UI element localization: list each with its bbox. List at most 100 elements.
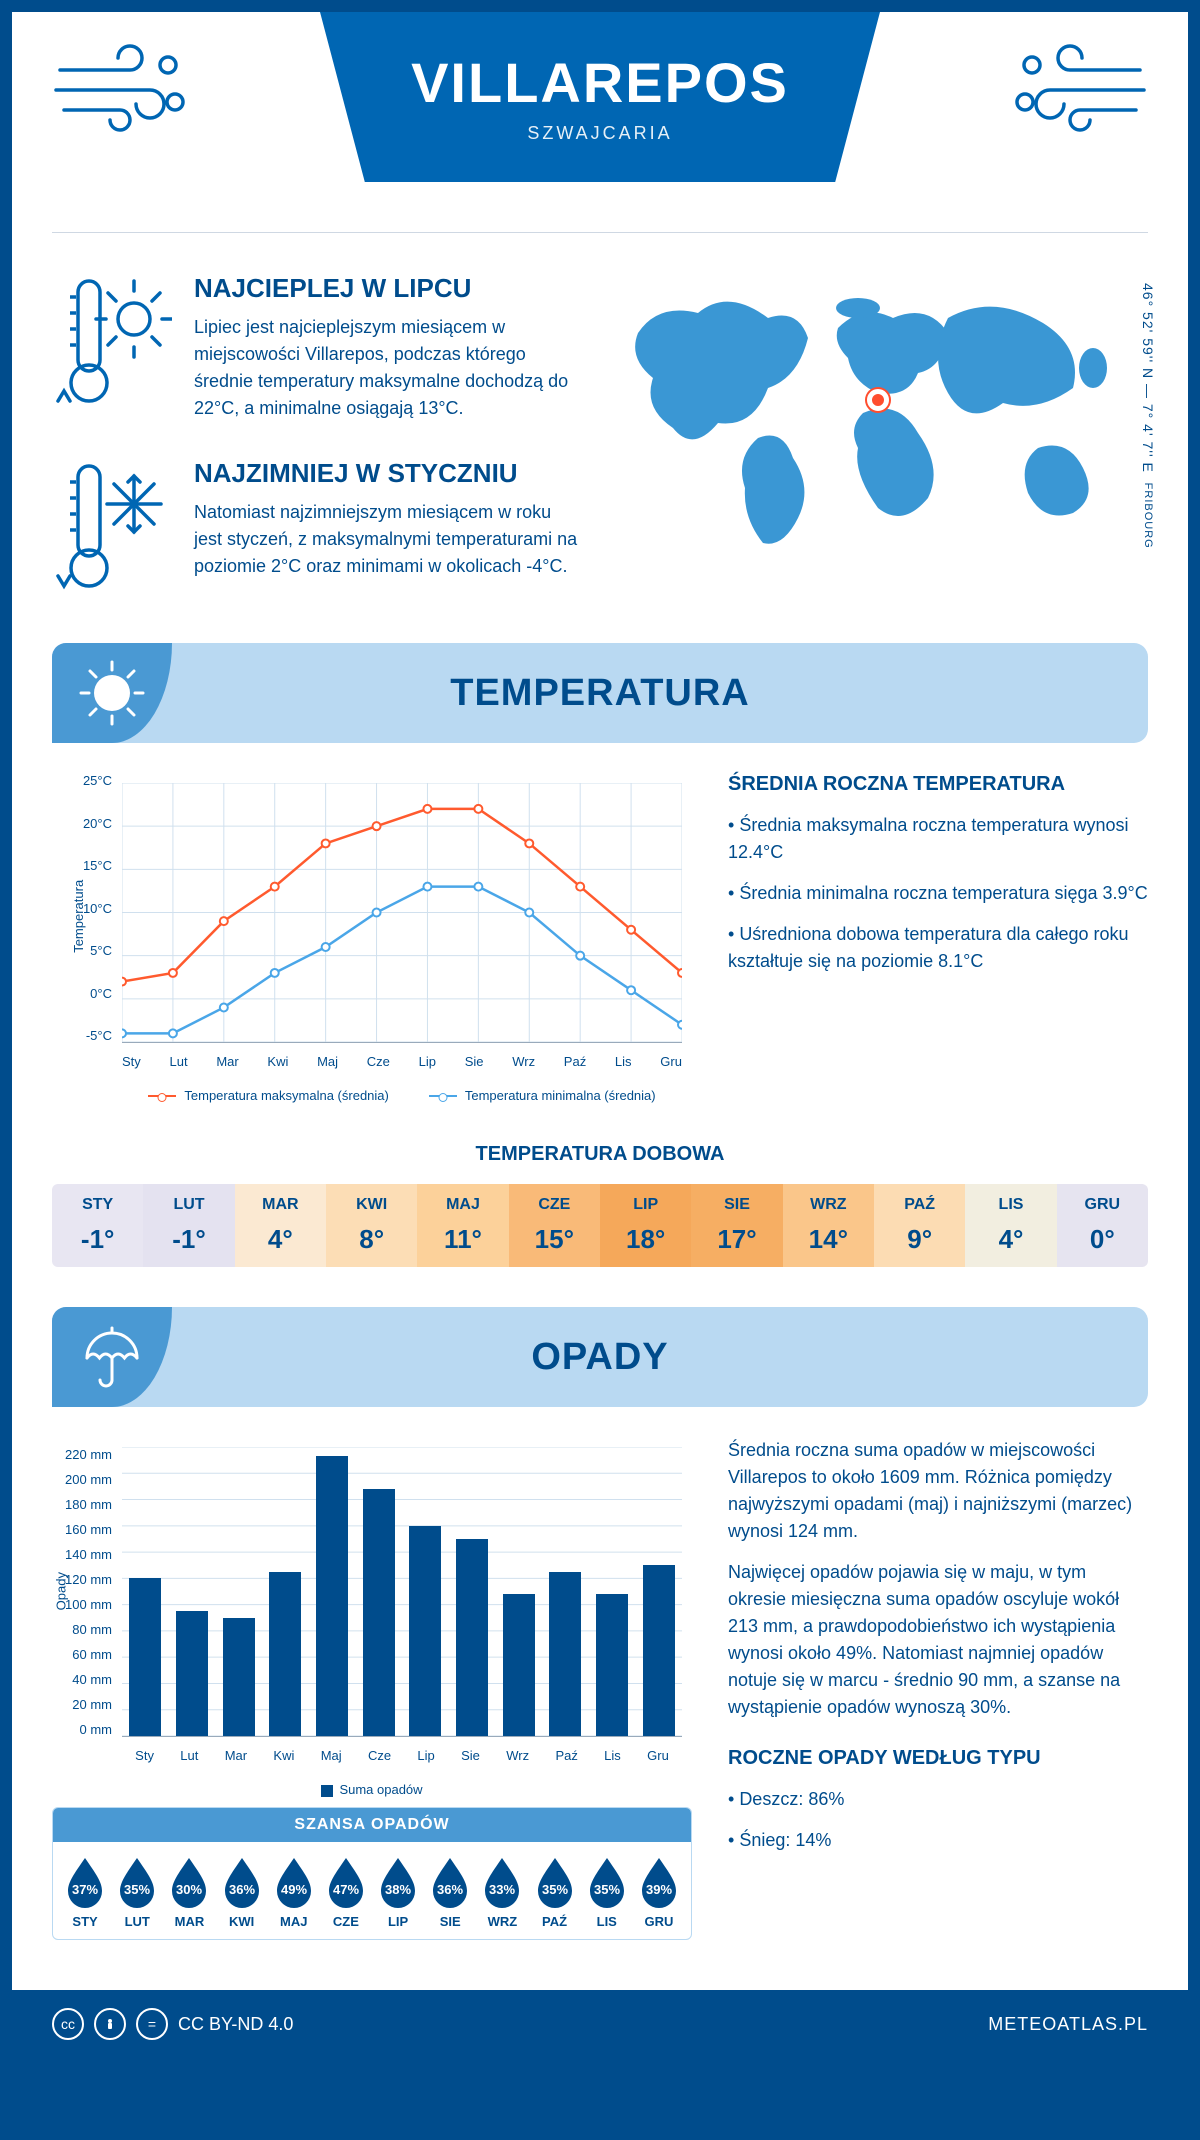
world-map: 46° 52' 59'' N — 7° 4' 7'' E FRIBOURG <box>608 273 1148 603</box>
chance-drop: 38%LIP <box>374 1856 422 1929</box>
precip-left-column: Opady 0 mm20 mm40 mm60 mm80 mm100 mm120 … <box>52 1437 692 1940</box>
header: VILLAREPOS SZWAJCARIA <box>12 12 1188 232</box>
city-title: VILLAREPOS <box>411 50 789 115</box>
daily-cell: MAJ11° <box>417 1184 508 1267</box>
legend-min: Temperatura minimalna (średnia) <box>465 1088 656 1103</box>
legend-max: Temperatura maksymalna (średnia) <box>184 1088 388 1103</box>
svg-text:38%: 38% <box>385 1882 411 1897</box>
chance-drop: 30%MAR <box>165 1856 213 1929</box>
svg-text:36%: 36% <box>229 1882 255 1897</box>
daily-cell: STY-1° <box>52 1184 143 1267</box>
svg-text:36%: 36% <box>437 1882 463 1897</box>
chance-drop: 36%KWI <box>218 1856 266 1929</box>
intro-text-column: NAJCIEPLEJ W LIPCU Lipiec jest najcieple… <box>52 273 578 603</box>
precip-p1: Średnia roczna suma opadów w miejscowośc… <box>728 1437 1148 1545</box>
temperature-banner: TEMPERATURA <box>52 643 1148 743</box>
chance-title: SZANSA OPADÓW <box>53 1808 691 1842</box>
precip-type-b2: Śnieg: 14% <box>728 1827 1148 1854</box>
daily-cell: GRU0° <box>1057 1184 1148 1267</box>
svg-text:39%: 39% <box>646 1882 672 1897</box>
bar <box>596 1594 628 1736</box>
page: VILLAREPOS SZWAJCARIA <box>0 0 1200 2070</box>
precip-legend: Suma opadów <box>52 1782 692 1797</box>
bar <box>503 1594 535 1736</box>
precip-y-axis: 0 mm20 mm40 mm60 mm80 mm100 mm120 mm140 … <box>52 1447 112 1737</box>
annual-temp-title: ŚREDNIA ROCZNA TEMPERATURA <box>728 773 1148 796</box>
chance-drop: 37%STY <box>61 1856 109 1929</box>
precip-x-axis: StyLutMarKwiMajCzeLipSieWrzPaźLisGru <box>122 1748 682 1763</box>
precip-chance-box: SZANSA OPADÓW 37%STY35%LUT30%MAR36%KWI 49… <box>52 1807 692 1940</box>
brand-text: METEOATLAS.PL <box>988 2014 1148 2035</box>
warmest-title: NAJCIEPLEJ W LIPCU <box>194 273 578 304</box>
daily-cell: LUT-1° <box>143 1184 234 1267</box>
bar <box>409 1526 441 1736</box>
thermometer-sun-icon <box>52 273 172 422</box>
precip-type-title: ROCZNE OPADY WEDŁUG TYPU <box>728 1747 1148 1770</box>
chance-row: 37%STY35%LUT30%MAR36%KWI49%MAJ47%CZE38%L… <box>53 1842 691 1939</box>
daily-temp-table: STY-1°LUT-1°MAR4°KWI8°MAJ11°CZE15°LIP18°… <box>52 1184 1148 1267</box>
license-badge: cc = CC BY-ND 4.0 <box>52 2008 293 2040</box>
license-text: CC BY-ND 4.0 <box>178 2014 293 2035</box>
annual-temp-b2: Średnia minimalna roczna temperatura się… <box>728 880 1148 907</box>
chance-drop: 39%GRU <box>635 1856 683 1929</box>
temp-x-axis: StyLutMarKwiMajCzeLipSieWrzPaźLisGru <box>122 1054 682 1069</box>
chance-drop: 33%WRZ <box>478 1856 526 1929</box>
map-marker <box>867 389 889 411</box>
svg-text:47%: 47% <box>333 1882 359 1897</box>
temperature-row: Temperatura 25°C20°C15°C10°C5°C0°C-5°C S… <box>12 773 1188 1123</box>
coldest-block: NAJZIMNIEJ W STYCZNIU Natomiast najzimni… <box>52 458 578 603</box>
annual-temp-b3: Uśredniona dobowa temperatura dla całego… <box>728 921 1148 975</box>
wind-icon-right <box>1010 40 1150 145</box>
precip-banner: OPADY <box>52 1307 1148 1407</box>
svg-text:33%: 33% <box>489 1882 515 1897</box>
daily-cell: WRZ14° <box>783 1184 874 1267</box>
temperature-title: TEMPERATURA <box>450 672 750 715</box>
bar <box>363 1489 395 1736</box>
daily-cell: LIP18° <box>600 1184 691 1267</box>
wind-icon-left <box>50 40 190 145</box>
nd-icon: = <box>136 2008 168 2040</box>
svg-text:30%: 30% <box>176 1882 202 1897</box>
daily-cell: CZE15° <box>509 1184 600 1267</box>
bar <box>129 1578 161 1736</box>
chance-drop: 36%SIE <box>426 1856 474 1929</box>
precip-title: OPADY <box>531 1336 668 1379</box>
bar <box>316 1456 348 1736</box>
coordinates-label: 46° 52' 59'' N — 7° 4' 7'' E FRIBOURG <box>1140 283 1156 549</box>
bar <box>223 1618 255 1736</box>
svg-text:35%: 35% <box>542 1882 568 1897</box>
svg-text:49%: 49% <box>281 1882 307 1897</box>
svg-text:35%: 35% <box>594 1882 620 1897</box>
warmest-body: Lipiec jest najcieplejszym miesiącem w m… <box>194 314 578 422</box>
precip-p2: Najwięcej opadów pojawia się w maju, w t… <box>728 1559 1148 1721</box>
daily-cell: LIS4° <box>965 1184 1056 1267</box>
country-subtitle: SZWAJCARIA <box>527 123 672 144</box>
svg-text:37%: 37% <box>72 1882 98 1897</box>
chance-drop: 47%CZE <box>322 1856 370 1929</box>
by-icon <box>94 2008 126 2040</box>
daily-temp-title: TEMPERATURA DOBOWA <box>12 1143 1188 1166</box>
umbrella-icon <box>52 1307 172 1407</box>
temp-y-axis: 25°C20°C15°C10°C5°C0°C-5°C <box>52 773 112 1043</box>
annual-temp-b1: Średnia maksymalna roczna temperatura wy… <box>728 812 1148 866</box>
precip-row: Opady 0 mm20 mm40 mm60 mm80 mm100 mm120 … <box>12 1437 1188 1960</box>
coldest-title: NAJZIMNIEJ W STYCZNIU <box>194 458 578 489</box>
bar <box>643 1565 675 1736</box>
daily-cell: SIE17° <box>691 1184 782 1267</box>
daily-cell: PAŹ9° <box>874 1184 965 1267</box>
precip-type-b1: Deszcz: 86% <box>728 1786 1148 1813</box>
warmest-block: NAJCIEPLEJ W LIPCU Lipiec jest najcieple… <box>52 273 578 422</box>
sun-icon <box>52 643 172 743</box>
daily-cell: KWI8° <box>326 1184 417 1267</box>
title-banner: VILLAREPOS SZWAJCARIA <box>320 12 880 182</box>
footer: cc = CC BY-ND 4.0 METEOATLAS.PL <box>12 1990 1188 2058</box>
chance-drop: 35%LUT <box>113 1856 161 1929</box>
chance-drop: 35%LIS <box>583 1856 631 1929</box>
bar <box>269 1572 301 1736</box>
svg-text:35%: 35% <box>124 1882 150 1897</box>
chance-drop: 35%PAŹ <box>531 1856 579 1929</box>
annual-temp-text: ŚREDNIA ROCZNA TEMPERATURA Średnia maksy… <box>728 773 1148 1103</box>
precip-bar-chart: Opady 0 mm20 mm40 mm60 mm80 mm100 mm120 … <box>52 1437 692 1797</box>
intro-row: NAJCIEPLEJ W LIPCU Lipiec jest najcieple… <box>12 233 1188 633</box>
bar <box>456 1539 488 1736</box>
